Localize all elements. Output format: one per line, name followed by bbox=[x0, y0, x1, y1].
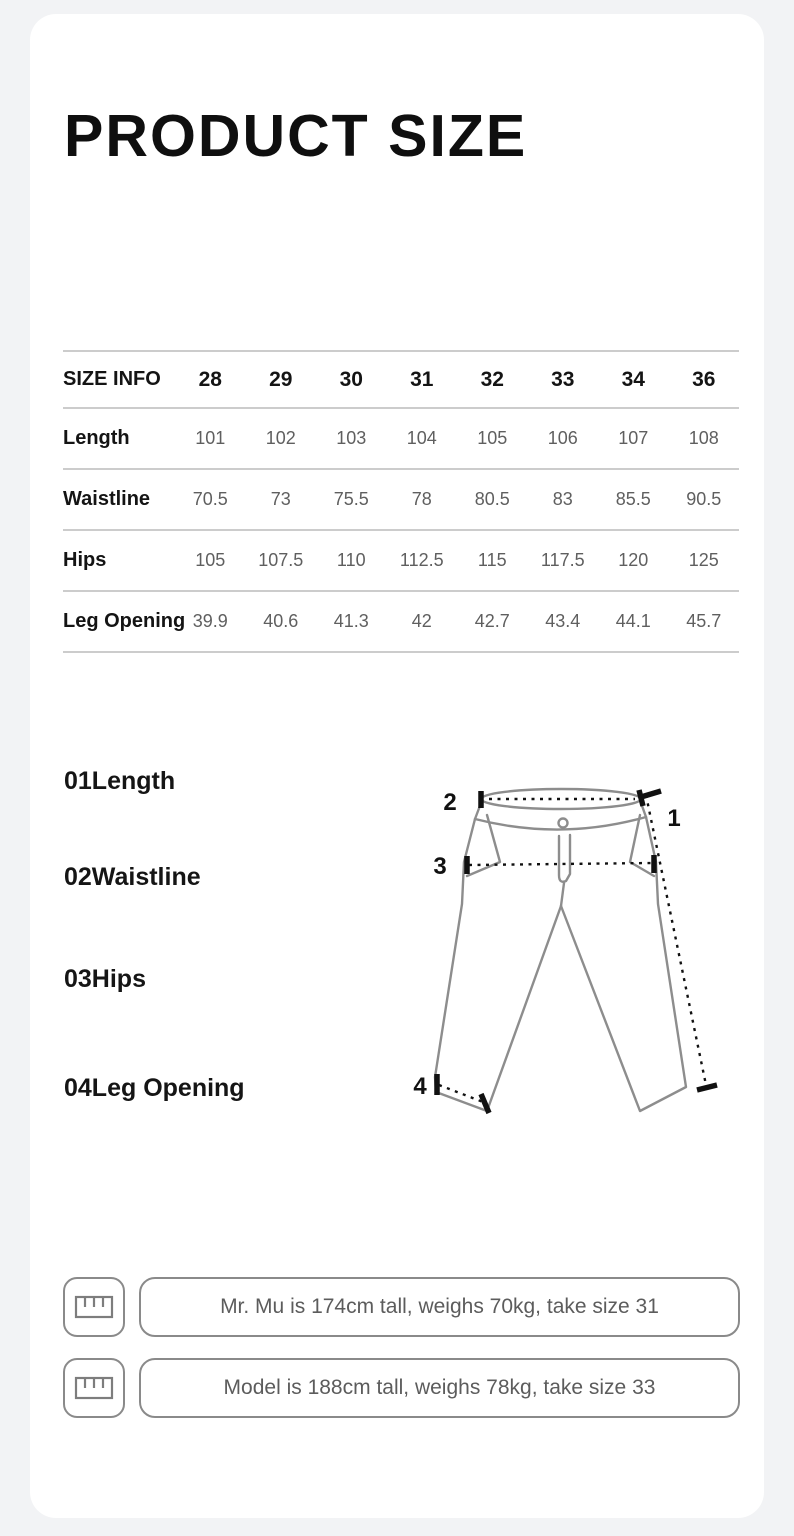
marker-4: 4 bbox=[413, 1073, 427, 1100]
cell-value: 80.5 bbox=[474, 489, 510, 509]
product-size-card bbox=[30, 14, 764, 1518]
cell-value: 39.9 bbox=[192, 611, 228, 631]
cell-value: 125 bbox=[688, 550, 719, 570]
right-leg bbox=[559, 815, 688, 1113]
cell-value: 70.5 bbox=[192, 489, 228, 509]
cell-value: 42.7 bbox=[474, 611, 510, 631]
ruler-icon-box bbox=[63, 1277, 125, 1337]
cell-value: 73 bbox=[270, 489, 291, 509]
cell-value: 45.7 bbox=[686, 611, 722, 631]
measure-line-leg-opening bbox=[438, 1083, 484, 1104]
cell-value: 105 bbox=[477, 428, 508, 448]
table-row-hips: Hips 105 107.5 110 112.5 115 117.5 120 1… bbox=[63, 529, 739, 590]
marker-3: 3 bbox=[433, 853, 446, 880]
ruler-icon-box bbox=[63, 1358, 125, 1418]
pants-diagram: 2 1 3 4 bbox=[413, 787, 718, 1115]
cell-value: 107 bbox=[618, 428, 649, 448]
cell-value: 110 bbox=[336, 550, 366, 570]
size-column-header: 36 bbox=[692, 367, 716, 391]
legend-item-leg-opening: 04Leg Opening bbox=[64, 1074, 245, 1102]
cell-value: 44.1 bbox=[615, 611, 651, 631]
cell-value: 75.5 bbox=[333, 489, 369, 509]
button bbox=[557, 817, 569, 829]
table-row-length: Length 101 102 103 104 105 106 107 108 bbox=[63, 407, 739, 468]
cell-value: 108 bbox=[688, 428, 719, 448]
cell-value: 83 bbox=[552, 489, 573, 509]
fit-note-text-box: Mr. Mu is 174cm tall, weighs 70kg, take … bbox=[139, 1277, 740, 1337]
size-column-header: 32 bbox=[480, 367, 504, 391]
left-pocket bbox=[465, 813, 502, 878]
fit-note-text: Mr. Mu is 174cm tall, weighs 70kg, take … bbox=[220, 1295, 659, 1318]
cell-value: 105 bbox=[195, 550, 226, 570]
size-info-header: SIZE INFO bbox=[63, 368, 161, 390]
ruler-icon bbox=[74, 1295, 114, 1319]
size-table: SIZE INFO 28 29 30 31 32 33 34 36 Length… bbox=[63, 350, 739, 653]
cell-value: 115 bbox=[477, 550, 507, 570]
row-label: Hips bbox=[63, 549, 107, 571]
marker-2: 2 bbox=[443, 789, 456, 816]
fit-note-text-box: Model is 188cm tall, weighs 78kg, take s… bbox=[139, 1358, 740, 1418]
size-column-header: 30 bbox=[339, 367, 363, 391]
table-row-waistline: Waistline 70.5 73 75.5 78 80.5 83 85.5 9… bbox=[63, 468, 739, 529]
measure-line-length bbox=[644, 794, 708, 1086]
fit-note-text: Model is 188cm tall, weighs 78kg, take s… bbox=[223, 1376, 656, 1399]
size-column-header: 34 bbox=[621, 367, 645, 391]
measure-lines bbox=[438, 794, 708, 1104]
fly bbox=[557, 833, 572, 883]
legend-item-length: 01Length bbox=[64, 767, 176, 795]
page-title: PRODUCT SIZE bbox=[64, 103, 528, 169]
fit-note-2: Model is 188cm tall, weighs 78kg, take s… bbox=[63, 1358, 740, 1418]
cell-value: 120 bbox=[618, 550, 649, 570]
cell-value: 107.5 bbox=[258, 550, 304, 570]
row-label: Length bbox=[63, 427, 130, 449]
cell-value: 117.5 bbox=[540, 550, 585, 570]
table-row-leg-opening: Leg Opening 39.9 40.6 41.3 42 42.7 43.4 … bbox=[63, 590, 739, 653]
center-seam bbox=[559, 881, 566, 908]
marker-1: 1 bbox=[667, 805, 680, 832]
cell-value: 90.5 bbox=[686, 489, 722, 509]
cell-value: 104 bbox=[406, 428, 437, 448]
cell-value: 106 bbox=[547, 428, 578, 448]
right-pocket bbox=[628, 813, 656, 878]
size-column-header: 31 bbox=[410, 367, 434, 391]
waistband-bottom bbox=[473, 815, 648, 831]
size-column-header: 33 bbox=[551, 367, 575, 391]
legend-item-waistline: 02Waistline bbox=[64, 863, 201, 891]
marker-labels: 2 1 3 4 bbox=[413, 789, 680, 1100]
row-label: Leg Opening bbox=[63, 610, 186, 632]
ruler-icon bbox=[74, 1376, 114, 1400]
size-column-header: 28 bbox=[198, 367, 222, 391]
cell-value: 85.5 bbox=[615, 489, 651, 509]
cell-value: 112.5 bbox=[399, 550, 444, 570]
size-table-header-row: SIZE INFO 28 29 30 31 32 33 34 36 bbox=[63, 350, 739, 407]
cell-value: 40.6 bbox=[263, 611, 299, 631]
legend-item-hips: 03Hips bbox=[64, 965, 146, 993]
cell-value: 101 bbox=[195, 428, 226, 448]
cell-value: 41.3 bbox=[333, 611, 369, 631]
cell-value: 102 bbox=[265, 428, 296, 448]
cell-value: 103 bbox=[336, 428, 367, 448]
fit-note-1: Mr. Mu is 174cm tall, weighs 70kg, take … bbox=[63, 1277, 740, 1337]
measure-end-ticks bbox=[434, 788, 718, 1115]
cell-value: 43.4 bbox=[545, 611, 581, 631]
size-column-header: 29 bbox=[269, 367, 293, 391]
pants-outline bbox=[433, 787, 688, 1113]
cell-value: 78 bbox=[411, 489, 432, 509]
cell-value: 42 bbox=[411, 611, 432, 631]
row-label: Waistline bbox=[63, 488, 151, 510]
